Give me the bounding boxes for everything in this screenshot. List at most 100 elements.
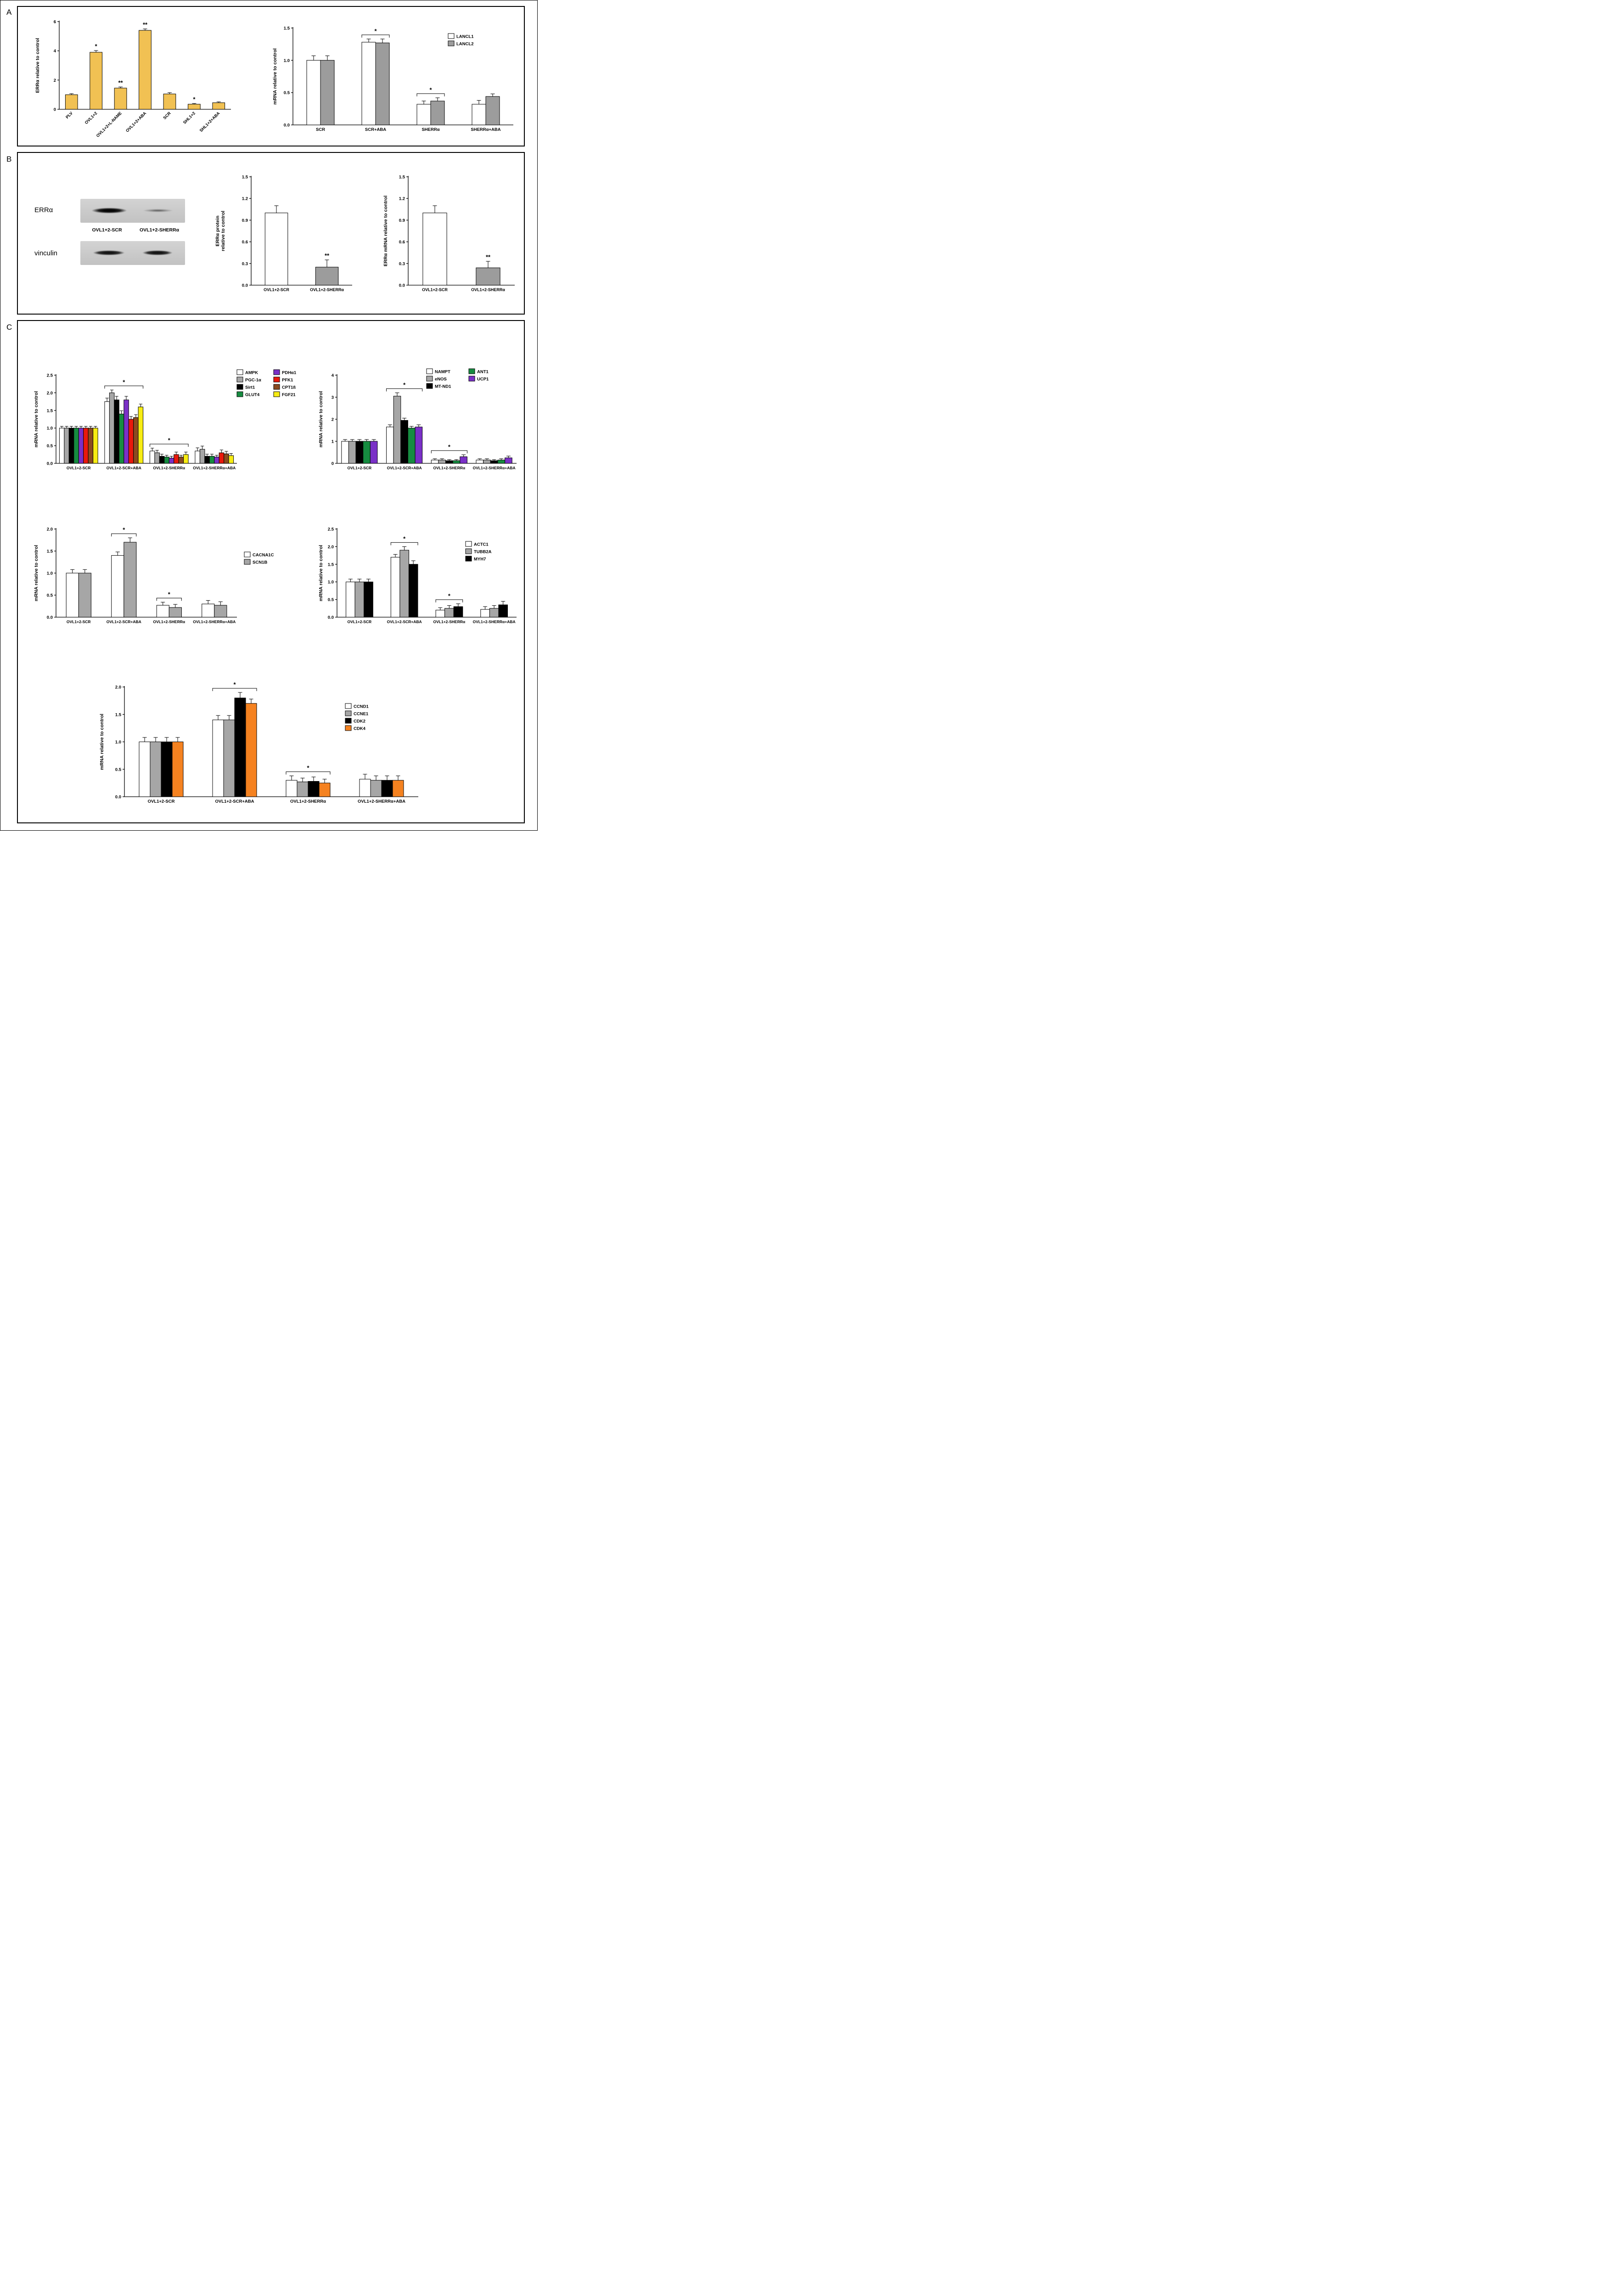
legend-label-PFK1: PFK1 (282, 378, 293, 383)
bar-NAMPT-cat3 (476, 460, 484, 464)
bar-MYH7-cat2 (453, 606, 463, 618)
y-tick-label: 1.2 (399, 197, 405, 202)
significance-star: * (95, 43, 98, 50)
legend-label-PDHα1: PDHα1 (282, 371, 297, 376)
y-tick-label: 0.5 (47, 593, 53, 598)
chart-erra-lentivirus: 0 2 4 6 ERRα relative to control PLV OVL1+2 OVL… (31, 10, 237, 145)
bar-PGC-1α-cat0 (64, 428, 69, 464)
x-category-label: SHERRα (422, 127, 439, 132)
y-tick-label: 0.5 (115, 767, 122, 772)
bar-CACNA1C-cat2 (156, 605, 169, 618)
blot-band-vinculin-sherra (139, 250, 176, 256)
bar-ANT1-cat2 (452, 460, 461, 464)
bar-erra-lentivirus-cat0 (65, 94, 78, 110)
bar-FGF21-cat0 (93, 428, 98, 464)
chart-svg-metabolic-genes: 0.0 0.5 1.0 1.5 2.0 2.5 mRNA relative to contr… (34, 369, 297, 470)
legend-label-MT-ND1: MT-ND1 (435, 384, 451, 389)
legend-swatch-SCN1B (244, 559, 251, 565)
bar-NAMPT-cat0 (341, 441, 349, 464)
x-category-label: OVL1+2-SHERRα (310, 287, 344, 292)
bar-MT-ND1-cat2 (445, 460, 453, 464)
bar-Sirt1-cat2 (159, 456, 165, 464)
y-tick-label: 2 (54, 78, 56, 83)
significance-bracket (431, 450, 467, 454)
chart-lancl-mrna: 0.0 0.5 1.0 1.5 mRNA relative to control SCR S… (268, 14, 520, 141)
legend-swatch-eNOS (426, 376, 433, 382)
bar-LANCL2-cat3 (485, 96, 500, 125)
y-tick-label: 0.3 (242, 261, 248, 266)
y-tick-label: 0.3 (399, 261, 405, 266)
chart-structural-genes: 0.0 0.5 1.0 1.5 2.0 2.5 mRNA relative to contr… (314, 516, 521, 635)
bar-CPT1ß-cat1 (133, 417, 139, 464)
bar-GLUT4-cat1 (118, 414, 124, 464)
x-category-label: SHERRα+ABA (471, 127, 500, 132)
legend-label-TUBB2A: TUBB2A (474, 550, 492, 555)
bar-PGC-1α-cat3 (199, 449, 205, 464)
x-category-label: OVL1+2-SHERRα+ABA (473, 619, 516, 624)
y-tick-label: 4 (332, 373, 334, 378)
chart-erra-protein: 0.0 0.3 0.6 0.9 1.2 1.5 ERRα proteinrelative t… (215, 164, 358, 302)
bar-FGF21-cat1 (138, 406, 144, 464)
bar-PDHα1-cat1 (124, 400, 129, 464)
y-tick-label: 1.0 (115, 740, 121, 745)
significance-star: * (123, 378, 125, 385)
bar-AMPK-cat1 (104, 401, 110, 464)
chart-svg-erra-mrna: 0.0 0.3 0.6 0.9 1.2 1.5 ERRα mRNA relative to … (383, 175, 515, 292)
x-category-label: OVL1+2-SCR (67, 466, 91, 470)
legend-label-LANCL2: LANCL2 (456, 42, 473, 47)
legend-label-ANT1: ANT1 (477, 370, 489, 375)
bar-CDK2-cat1 (234, 698, 246, 797)
significance-star: ** (325, 252, 330, 259)
bar-eNOS-cat0 (348, 441, 356, 464)
legend-label-LANCL1: LANCL1 (456, 34, 474, 39)
chart-erra-mrna: 0.0 0.3 0.6 0.9 1.2 1.5 ERRα mRNA relative to … (379, 164, 520, 302)
lane-label-scr: OVL1+2-SCR (92, 227, 122, 233)
significance-bracket (286, 771, 331, 775)
y-tick-label: 1.0 (47, 426, 53, 431)
x-category-label: OVL1+2-SHERRα (290, 799, 326, 804)
x-category-label: OVL1+2-SHERRα (471, 287, 505, 292)
y-axis-title: mRNA relative to control (99, 714, 105, 770)
legend-swatch-GLUT4 (236, 391, 243, 397)
x-category-label: OVL1+2-SCR (422, 287, 448, 292)
y-tick-label: 0.6 (399, 240, 405, 245)
significance-bracket (361, 34, 390, 38)
x-category-label: OVL1+2-SHERRα (153, 619, 185, 624)
bar-GLUT4-cat3 (209, 456, 215, 464)
legend-swatch-LANCL1 (448, 33, 455, 39)
y-tick-label: 2.0 (115, 685, 121, 690)
panel-b: ERRα OVL1+2-SCR OVL1+2-SHERRα vinculin 0… (17, 152, 525, 315)
x-category-label: OVL1+2-SCR (148, 799, 175, 804)
bar-PDHα1-cat3 (214, 456, 219, 464)
bar-MT-ND1-cat3 (490, 460, 498, 464)
x-category-label: OVL1+2-SCR+ABA (107, 466, 141, 470)
y-tick-label: 1.5 (115, 712, 122, 717)
bar-UCP1-cat1 (415, 427, 423, 464)
bar-LANCL1-cat3 (472, 104, 486, 125)
bar-FGF21-cat2 (183, 454, 189, 464)
bar-CPT1ß-cat2 (178, 456, 184, 464)
panel-c-label: C (6, 323, 12, 332)
x-category-label: SCR+ABA (365, 127, 386, 132)
bar-CCND1-cat1 (212, 720, 224, 797)
bar-CDK2-cat2 (308, 781, 320, 797)
y-tick-label: 0.0 (242, 283, 248, 288)
bar-erra-lentivirus-cat2 (114, 88, 127, 110)
significance-star: * (403, 381, 406, 388)
significance-bracket (149, 444, 189, 447)
legend-swatch-PGC-1α (236, 377, 243, 383)
y-axis-title: ERRα relative to control (35, 38, 40, 93)
bar-MYH7-cat0 (364, 581, 373, 618)
bar-ACTC1-cat2 (435, 610, 445, 618)
bar-NAMPT-cat1 (386, 427, 394, 464)
blot-band-erra-scr (88, 207, 131, 214)
x-category-label: OVL1+2+ABA (125, 111, 147, 133)
western-blot-block: ERRα OVL1+2-SCR OVL1+2-SHERRα vinculin (34, 180, 204, 286)
x-category-label: OVL1+2-SCR+ABA (107, 619, 141, 624)
bar-Sirt1-cat3 (204, 456, 210, 464)
bar-Sirt1-cat0 (68, 428, 74, 464)
bar-PGC-1α-cat1 (109, 392, 115, 464)
y-axis-title: mRNA relative to control (34, 391, 39, 448)
bar-CDK4-cat0 (172, 742, 184, 797)
significance-star: * (233, 681, 236, 688)
